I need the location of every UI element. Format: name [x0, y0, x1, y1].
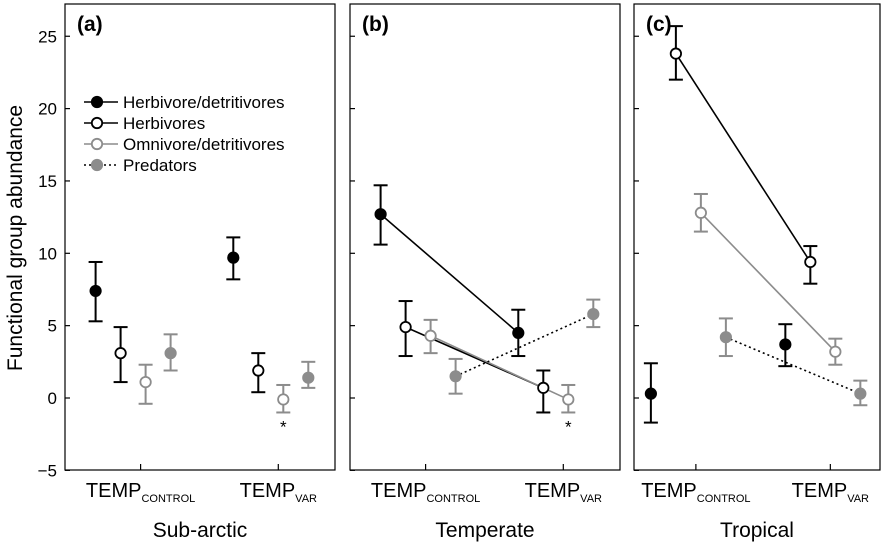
data-point [587, 307, 600, 321]
data-point [399, 320, 412, 334]
series-line [455, 313, 594, 378]
x-tick-label: TEMPCONTROL [86, 480, 195, 505]
x-tick-label: TEMPVAR [525, 480, 602, 505]
panel-frame [349, 3, 621, 471]
x-tick-label-sub: CONTROL [426, 493, 480, 505]
x-tick-label-sub: VAR [847, 493, 869, 505]
legend-marker [90, 95, 104, 109]
x-tick-label-main: TEMP [641, 480, 697, 502]
x-tick-label-main: TEMP [86, 480, 142, 502]
x-tick-label-main: TEMP [240, 480, 296, 502]
x-tick-label-sub: VAR [580, 493, 602, 505]
legend-marker [90, 158, 104, 172]
significance-marker: * [280, 417, 287, 436]
data-point [854, 387, 867, 400]
significance-marker: * [565, 417, 572, 436]
panel-temperate: TEMPCONTROL TEMPVAR(b)Temperate* [349, 3, 621, 542]
data-point [669, 47, 682, 60]
y-tick-label: 0 [48, 389, 57, 408]
panel-label: (a) [77, 13, 103, 36]
panel-title: Temperate [435, 519, 534, 542]
x-tick-label: TEMPVAR [792, 480, 869, 505]
data-point [139, 375, 152, 389]
y-tick-label: 25 [38, 27, 57, 46]
x-tick-label-main: TEMP [371, 480, 427, 502]
x-tick-label-sub: CONTROL [697, 493, 751, 505]
data-point [719, 331, 732, 344]
data-point [277, 393, 290, 406]
y-tick-label: 10 [38, 244, 57, 263]
panel-frame [64, 3, 336, 471]
data-point [779, 338, 792, 351]
x-tick-label: TEMPCONTROL [641, 480, 750, 505]
series-line [380, 213, 519, 334]
legend-marker [90, 137, 104, 151]
data-point [537, 381, 550, 394]
y-tick-label: −5 [38, 461, 57, 480]
series-line [725, 336, 861, 395]
panel-title: Sub-arctic [153, 519, 248, 542]
data-point [227, 251, 240, 264]
data-point [829, 345, 842, 358]
panel-tropical: TEMPCONTROL TEMPVAR(c)Tropical [633, 3, 881, 542]
x-tick-label: TEMPCONTROL [371, 480, 480, 505]
data-point [252, 364, 265, 377]
panel-title: Tropical [720, 519, 794, 542]
x-tick-label: TEMPVAR [240, 480, 317, 505]
legend-marker [90, 116, 104, 130]
panel-frame [633, 3, 881, 471]
data-point [374, 208, 387, 221]
legend-label: Herbivore/detritivores [123, 93, 285, 112]
data-point [164, 347, 177, 360]
series-line [675, 53, 812, 263]
x-tick-label-main: TEMP [525, 480, 581, 502]
panel-label: (b) [362, 13, 389, 36]
legend-label: Omnivore/detritivores [123, 135, 285, 154]
legend-label: Predators [123, 156, 197, 175]
data-point [562, 393, 575, 406]
x-tick-label-main: TEMP [792, 480, 848, 502]
data-point [694, 206, 707, 219]
series-line [700, 212, 836, 353]
legend: Herbivore/detritivores Herbivores Omnivore… [84, 93, 285, 175]
data-point [644, 387, 657, 400]
y-axis-label: Functional group abundance [4, 105, 27, 371]
y-tick-label: 20 [38, 100, 57, 119]
data-point [89, 284, 102, 298]
x-tick-label-sub: CONTROL [141, 493, 195, 505]
panel-label: (c) [646, 13, 672, 36]
data-point [114, 347, 127, 360]
y-tick-label: 15 [38, 172, 57, 191]
data-point [424, 329, 437, 342]
data-point [302, 371, 315, 384]
data-point [804, 255, 817, 269]
data-point [512, 326, 525, 339]
x-tick-label-sub: VAR [295, 493, 317, 505]
legend-label: Herbivores [123, 114, 205, 133]
y-tick-label: 5 [48, 317, 57, 336]
data-point [449, 370, 462, 383]
